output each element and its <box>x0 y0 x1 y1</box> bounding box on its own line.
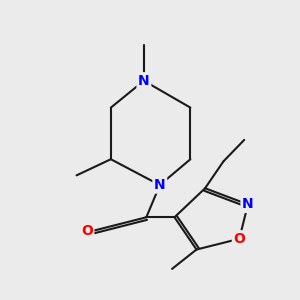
Text: O: O <box>233 232 245 246</box>
Text: N: N <box>138 74 150 88</box>
Text: O: O <box>81 224 93 238</box>
Text: N: N <box>242 197 254 212</box>
Text: N: N <box>154 178 166 192</box>
